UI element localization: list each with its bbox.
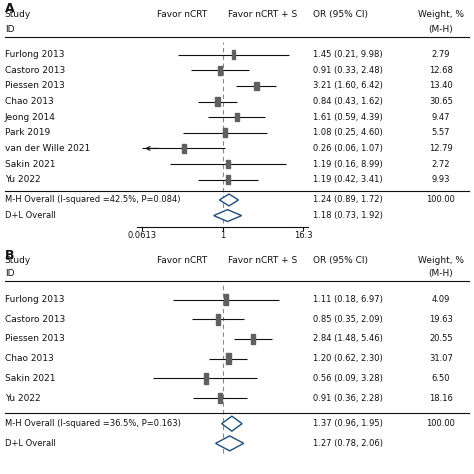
FancyBboxPatch shape (218, 392, 222, 403)
Text: Yu 2022: Yu 2022 (5, 393, 40, 402)
Text: Sakin 2021: Sakin 2021 (5, 374, 55, 383)
Text: 2.84 (1.48, 5.46): 2.84 (1.48, 5.46) (313, 335, 383, 344)
FancyBboxPatch shape (226, 160, 229, 168)
Text: Chao 2013: Chao 2013 (5, 97, 54, 106)
Text: van der Wille 2021: van der Wille 2021 (5, 144, 90, 153)
Text: 0.91 (0.33, 2.48): 0.91 (0.33, 2.48) (313, 66, 383, 75)
Text: 100.00: 100.00 (427, 195, 455, 204)
Text: Castoro 2013: Castoro 2013 (5, 315, 65, 324)
Text: 0.84 (0.43, 1.62): 0.84 (0.43, 1.62) (313, 97, 383, 106)
Text: 19.63: 19.63 (429, 315, 453, 324)
Text: B: B (5, 249, 14, 262)
Text: Favor nCRT: Favor nCRT (157, 255, 208, 264)
Text: 6.50: 6.50 (431, 374, 450, 383)
Text: Study: Study (5, 255, 31, 264)
FancyBboxPatch shape (255, 82, 259, 90)
Text: 18.16: 18.16 (429, 393, 453, 402)
Text: Jeong 2014: Jeong 2014 (5, 113, 55, 122)
Text: 9.47: 9.47 (431, 113, 450, 122)
Text: Favor nCRT + S: Favor nCRT + S (228, 10, 298, 19)
Text: 5.57: 5.57 (431, 128, 450, 137)
Text: 1.37 (0.96, 1.95): 1.37 (0.96, 1.95) (313, 419, 383, 428)
Text: 2.79: 2.79 (431, 50, 450, 59)
Text: 12.68: 12.68 (429, 66, 453, 75)
Text: (M-H): (M-H) (428, 269, 453, 278)
Text: ID: ID (5, 269, 14, 278)
FancyBboxPatch shape (218, 66, 222, 74)
Text: Favor nCRT: Favor nCRT (157, 10, 208, 19)
Text: 1.45 (0.21, 9.98): 1.45 (0.21, 9.98) (313, 50, 383, 59)
Polygon shape (219, 194, 238, 206)
FancyBboxPatch shape (226, 175, 230, 184)
Text: OR (95% CI): OR (95% CI) (313, 255, 368, 264)
Text: Furlong 2013: Furlong 2013 (5, 50, 64, 59)
Text: M-H Overall (I-squared =42.5%, P=0.084): M-H Overall (I-squared =42.5%, P=0.084) (5, 195, 180, 204)
Text: Piessen 2013: Piessen 2013 (5, 335, 64, 344)
FancyBboxPatch shape (224, 294, 228, 305)
Text: 1.24 (0.89, 1.72): 1.24 (0.89, 1.72) (313, 195, 383, 204)
Text: 1.27 (0.78, 2.06): 1.27 (0.78, 2.06) (313, 439, 383, 448)
Text: 1.11 (0.18, 6.97): 1.11 (0.18, 6.97) (313, 295, 383, 304)
Text: 1.20 (0.62, 2.30): 1.20 (0.62, 2.30) (313, 354, 383, 363)
FancyBboxPatch shape (216, 314, 220, 325)
Text: Castoro 2013: Castoro 2013 (5, 66, 65, 75)
FancyBboxPatch shape (182, 144, 186, 153)
Text: 9.93: 9.93 (431, 175, 450, 184)
Text: D+L Overall: D+L Overall (5, 211, 55, 220)
Text: 1: 1 (220, 231, 226, 240)
Text: Park 2019: Park 2019 (5, 128, 50, 137)
Text: Furlong 2013: Furlong 2013 (5, 295, 64, 304)
Text: Sakin 2021: Sakin 2021 (5, 160, 55, 169)
Text: 13.40: 13.40 (429, 82, 453, 91)
Text: 0.56 (0.09, 3.28): 0.56 (0.09, 3.28) (313, 374, 383, 383)
Text: 0.26 (0.06, 1.07): 0.26 (0.06, 1.07) (313, 144, 383, 153)
Text: 1.19 (0.42, 3.41): 1.19 (0.42, 3.41) (313, 175, 383, 184)
Text: 0.85 (0.35, 2.09): 0.85 (0.35, 2.09) (313, 315, 383, 324)
Text: 12.79: 12.79 (429, 144, 453, 153)
Text: 20.55: 20.55 (429, 335, 453, 344)
Text: 1.61 (0.59, 4.39): 1.61 (0.59, 4.39) (313, 113, 383, 122)
Text: 100.00: 100.00 (427, 419, 455, 428)
FancyBboxPatch shape (232, 50, 235, 59)
Text: 1.08 (0.25, 4.60): 1.08 (0.25, 4.60) (313, 128, 383, 137)
Text: 4.09: 4.09 (432, 295, 450, 304)
Text: A: A (5, 2, 14, 16)
Text: 1.19 (0.16, 8.99): 1.19 (0.16, 8.99) (313, 160, 383, 169)
Polygon shape (214, 210, 242, 221)
FancyBboxPatch shape (235, 113, 238, 121)
Text: 2.72: 2.72 (431, 160, 450, 169)
Text: Yu 2022: Yu 2022 (5, 175, 40, 184)
Text: Favor nCRT + S: Favor nCRT + S (228, 255, 298, 264)
FancyBboxPatch shape (226, 353, 230, 364)
Text: 16.3: 16.3 (294, 231, 313, 240)
Text: 0.0613: 0.0613 (128, 231, 157, 240)
Text: 0.91 (0.36, 2.28): 0.91 (0.36, 2.28) (313, 393, 383, 402)
Polygon shape (222, 416, 242, 431)
Text: M-H Overall (I-squared =36.5%, P=0.163): M-H Overall (I-squared =36.5%, P=0.163) (5, 419, 181, 428)
Text: 31.07: 31.07 (429, 354, 453, 363)
FancyBboxPatch shape (204, 373, 208, 384)
Text: OR (95% CI): OR (95% CI) (313, 10, 368, 19)
Text: Weight, %: Weight, % (418, 255, 464, 264)
FancyBboxPatch shape (223, 128, 227, 137)
Text: (M-H): (M-H) (428, 25, 453, 34)
Text: Study: Study (5, 10, 31, 19)
Text: 30.65: 30.65 (429, 97, 453, 106)
Text: 1.18 (0.73, 1.92): 1.18 (0.73, 1.92) (313, 211, 383, 220)
Text: 3.21 (1.60, 6.42): 3.21 (1.60, 6.42) (313, 82, 383, 91)
FancyBboxPatch shape (215, 97, 220, 106)
Text: Piessen 2013: Piessen 2013 (5, 82, 64, 91)
Text: ID: ID (5, 25, 14, 34)
Text: D+L Overall: D+L Overall (5, 439, 55, 448)
FancyBboxPatch shape (251, 334, 255, 345)
Text: Weight, %: Weight, % (418, 10, 464, 19)
Text: Chao 2013: Chao 2013 (5, 354, 54, 363)
Polygon shape (216, 436, 244, 451)
